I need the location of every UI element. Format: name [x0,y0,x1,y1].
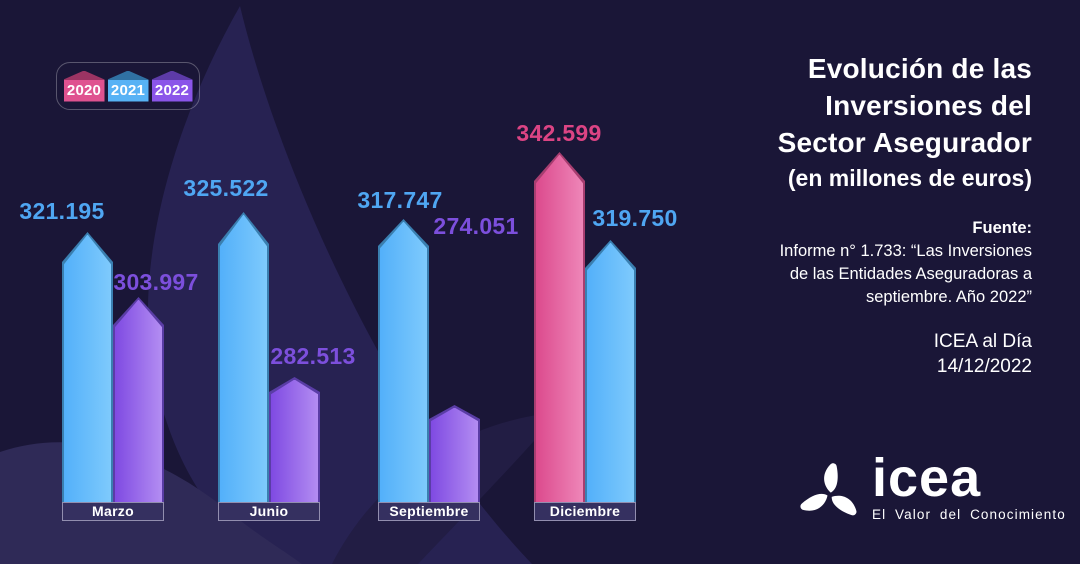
value-label-septiembre-2022: 274.051 [433,213,519,239]
month-label-diciembre: Diciembre [534,502,636,521]
value-label-junio-2021: 325.522 [183,175,269,201]
month-label-junio: Junio [218,502,320,521]
icea-trefoil-icon [800,463,857,516]
chart-title-line: Sector Asegurador [777,127,1032,158]
value-label-diciembre-2021: 319.750 [592,205,678,231]
source-line: Informe n° 1.733: “Las Inversiones [779,242,1032,260]
bar-diciembre-2021 [585,240,636,502]
icea-logo: icea El Valor del Conocimiento [798,448,1066,538]
publication-date: 14/12/2022 [936,356,1032,377]
bar-fill [271,379,318,502]
bar-fill [380,221,427,502]
value-label-diciembre-2020: 342.599 [516,120,602,146]
bar-diciembre-2020 [534,152,585,502]
chart-title-line: Evolución de las [807,53,1032,84]
value-label-marzo-2021: 321.195 [19,198,105,224]
bar-junio-2022 [269,377,320,502]
chart-title-units: (en millones de euros) [787,165,1032,191]
bar-junio-2021 [218,212,269,502]
source-line: de las Entidades Aseguradoras a [789,265,1032,283]
value-label-septiembre-2021: 317.747 [357,187,443,213]
chart-title-line: Inversiones del [825,90,1032,121]
publication-name: ICEA al Día [933,331,1032,352]
bar-septiembre-2021 [378,219,429,502]
bar-septiembre-2022 [429,405,480,502]
month-label-marzo: Marzo [62,502,164,521]
legend-year-label: 2021 [110,82,146,99]
legend-year-label: 2022 [154,82,190,99]
icea-tagline: El Valor del Conocimiento [872,507,1066,522]
source-label: Fuente: [972,219,1032,237]
bar-marzo-2022 [113,297,164,502]
legend-year-label: 2020 [66,82,102,99]
bar-fill [220,214,267,502]
value-label-junio-2022: 282.513 [270,343,356,369]
month-label-septiembre: Septiembre [378,502,480,521]
bar-fill [64,234,111,502]
bar-marzo-2021 [62,232,113,502]
bar-chart: 321.195 303.997 Marzo 325.522 282.513 Junio 31… [19,120,678,521]
info-panel: Evolución de las Inversiones del Sector … [692,50,1032,379]
bar-fill [587,242,634,502]
legend-badge-2020: 2020 [63,70,105,102]
legend: 2020 2021 2022 [56,62,200,110]
value-label-marzo-2022: 303.997 [113,269,199,295]
bar-fill [115,299,162,502]
bar-fill [536,154,583,502]
source-line: septiembre. Año 2022” [865,288,1032,306]
icea-wordmark: icea [872,448,982,508]
bar-fill [431,407,478,502]
source-note: Fuente: Informe n° 1.733: “Las Inversion… [692,217,1032,309]
publication-block: ICEA al Día 14/12/2022 [692,329,1032,379]
